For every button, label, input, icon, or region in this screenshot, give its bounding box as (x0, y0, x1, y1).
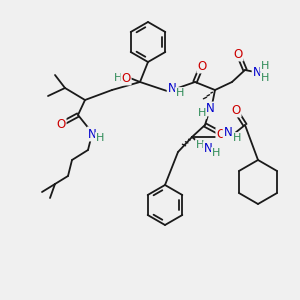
Text: O: O (197, 59, 207, 73)
Text: H: H (233, 133, 241, 143)
Text: N: N (253, 65, 261, 79)
Text: H: H (176, 88, 184, 98)
Text: O: O (216, 128, 226, 142)
Text: H: H (196, 140, 204, 150)
Text: N: N (204, 142, 212, 155)
Text: O: O (231, 103, 241, 116)
Text: N: N (224, 127, 232, 140)
Text: O: O (233, 47, 243, 61)
Text: O: O (122, 71, 130, 85)
Text: O: O (56, 118, 66, 131)
Text: H: H (96, 133, 104, 143)
Text: H: H (212, 148, 220, 158)
Text: N: N (168, 82, 176, 94)
Text: H: H (114, 73, 122, 83)
Text: N: N (88, 128, 96, 140)
Text: N: N (206, 103, 214, 116)
Text: H: H (261, 61, 269, 71)
Text: H: H (198, 108, 206, 118)
Text: H: H (261, 73, 269, 83)
